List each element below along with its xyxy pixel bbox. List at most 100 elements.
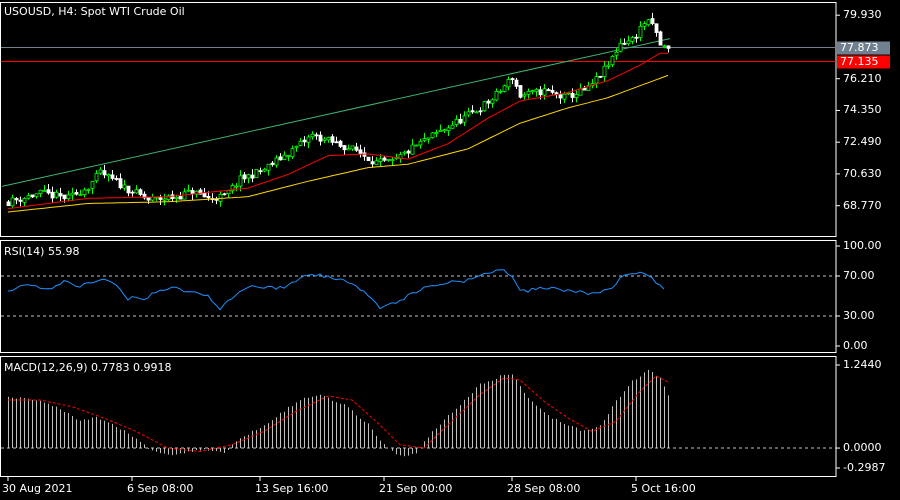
- candle-body: [566, 92, 571, 95]
- time-tick-label: 28 Sep 08:00: [507, 482, 581, 495]
- candle-body: [626, 40, 631, 44]
- candle-body: [622, 42, 627, 45]
- candle-body: [142, 193, 147, 199]
- candle-body: [110, 174, 115, 179]
- candle-body: [506, 79, 511, 88]
- candle-body: [262, 168, 267, 172]
- candle-body: [646, 19, 651, 26]
- candle-body: [614, 51, 619, 56]
- rsi-panel: [1, 269, 836, 317]
- candle-body: [138, 189, 143, 195]
- candle-body: [438, 129, 443, 133]
- candle-body: [258, 170, 263, 173]
- candle-body: [98, 169, 103, 174]
- candle-body: [246, 174, 251, 179]
- candle-body: [42, 190, 47, 192]
- rsi-tick-label: 30.00: [843, 309, 875, 322]
- time-tick-label: 21 Sep 00:00: [379, 482, 453, 495]
- candle-body: [266, 163, 271, 171]
- candle-body: [370, 161, 375, 165]
- candle-body: [562, 93, 567, 100]
- macd-signal-line: [8, 375, 669, 452]
- candle-body: [618, 43, 623, 52]
- price-tick-label: 68.770: [843, 198, 882, 212]
- candle-body: [230, 185, 235, 192]
- candle-body: [558, 94, 563, 99]
- candle-body: [354, 146, 359, 151]
- price-panel: [1, 12, 836, 213]
- candle-body: [94, 173, 99, 182]
- rsi-tick-label: 0.00: [843, 339, 868, 352]
- candle-body: [458, 118, 463, 124]
- candle-body: [130, 191, 135, 194]
- candle-body: [662, 45, 667, 48]
- macd-panel: [1, 369, 836, 457]
- bid-tag-bg: [837, 41, 890, 55]
- time-tick-label: 30 Aug 2021: [2, 482, 73, 495]
- candle-body: [6, 201, 11, 206]
- time-tick-label: 5 Oct 16:00: [631, 482, 696, 495]
- candle-body: [242, 174, 247, 180]
- candle-body: [426, 137, 431, 140]
- candle-body: [182, 191, 187, 200]
- ask-tag-bg: [837, 55, 890, 69]
- candle-body: [278, 156, 283, 161]
- candle-body: [34, 193, 39, 197]
- candle-body: [174, 196, 179, 199]
- candle-body: [482, 101, 487, 112]
- candle-body: [542, 88, 547, 96]
- candle-body: [454, 118, 459, 125]
- candle-body: [350, 145, 355, 150]
- price-tick-label: 76.210: [843, 71, 882, 85]
- candle-body: [298, 140, 303, 146]
- candle-body: [338, 140, 343, 147]
- candle-body: [602, 65, 607, 78]
- macd-tick-label: 0.0000: [843, 441, 882, 455]
- candle-body: [178, 196, 183, 200]
- candle-body: [410, 144, 415, 155]
- candle-body: [66, 194, 71, 200]
- candle-body: [466, 111, 471, 116]
- macd-title: MACD(12,26,9) 0.7783 0.9918: [4, 361, 172, 374]
- candle-body: [462, 115, 467, 123]
- candle-body: [126, 185, 131, 194]
- candle-body: [666, 45, 671, 49]
- candle-body: [158, 197, 163, 200]
- candle-body: [634, 36, 639, 39]
- axis-ticks: [7, 14, 890, 481]
- ask-price-tag: 77.135: [840, 55, 879, 68]
- candle-body: [318, 134, 323, 142]
- candle-body: [78, 194, 83, 197]
- candle-body: [314, 134, 319, 137]
- candle-body: [282, 154, 287, 160]
- candle-body: [194, 190, 199, 195]
- candle-body: [342, 145, 347, 151]
- candle-body: [510, 78, 515, 80]
- candle-body: [414, 144, 419, 147]
- candle-body: [498, 90, 503, 93]
- candle-body: [478, 110, 483, 113]
- panel-frames: [0, 2, 837, 477]
- candle-body: [62, 194, 67, 200]
- chart-title: USOUSD, H4: Spot WTI Crude Oil: [4, 5, 185, 18]
- candle-body: [658, 31, 663, 46]
- candle-body: [538, 89, 543, 96]
- macd-tick-label: -0.2987: [843, 461, 886, 474]
- candle-body: [26, 195, 31, 199]
- candle-body: [522, 94, 527, 97]
- candle-body: [446, 127, 451, 131]
- candle-body: [502, 85, 507, 92]
- macd-tick-label: 1.2440: [843, 358, 882, 371]
- rsi-line: [7, 269, 665, 311]
- candle-body: [238, 175, 243, 187]
- rsi-title: RSI(14) 55.98: [4, 245, 80, 258]
- candle-body: [10, 197, 15, 207]
- candle-body: [70, 192, 75, 196]
- candle-body: [550, 90, 555, 93]
- candle-body: [102, 170, 107, 176]
- price-tick-label: 72.490: [843, 135, 882, 149]
- candle-body: [610, 56, 615, 66]
- candle-body: [326, 137, 331, 141]
- price-tick-label: 74.350: [843, 103, 882, 117]
